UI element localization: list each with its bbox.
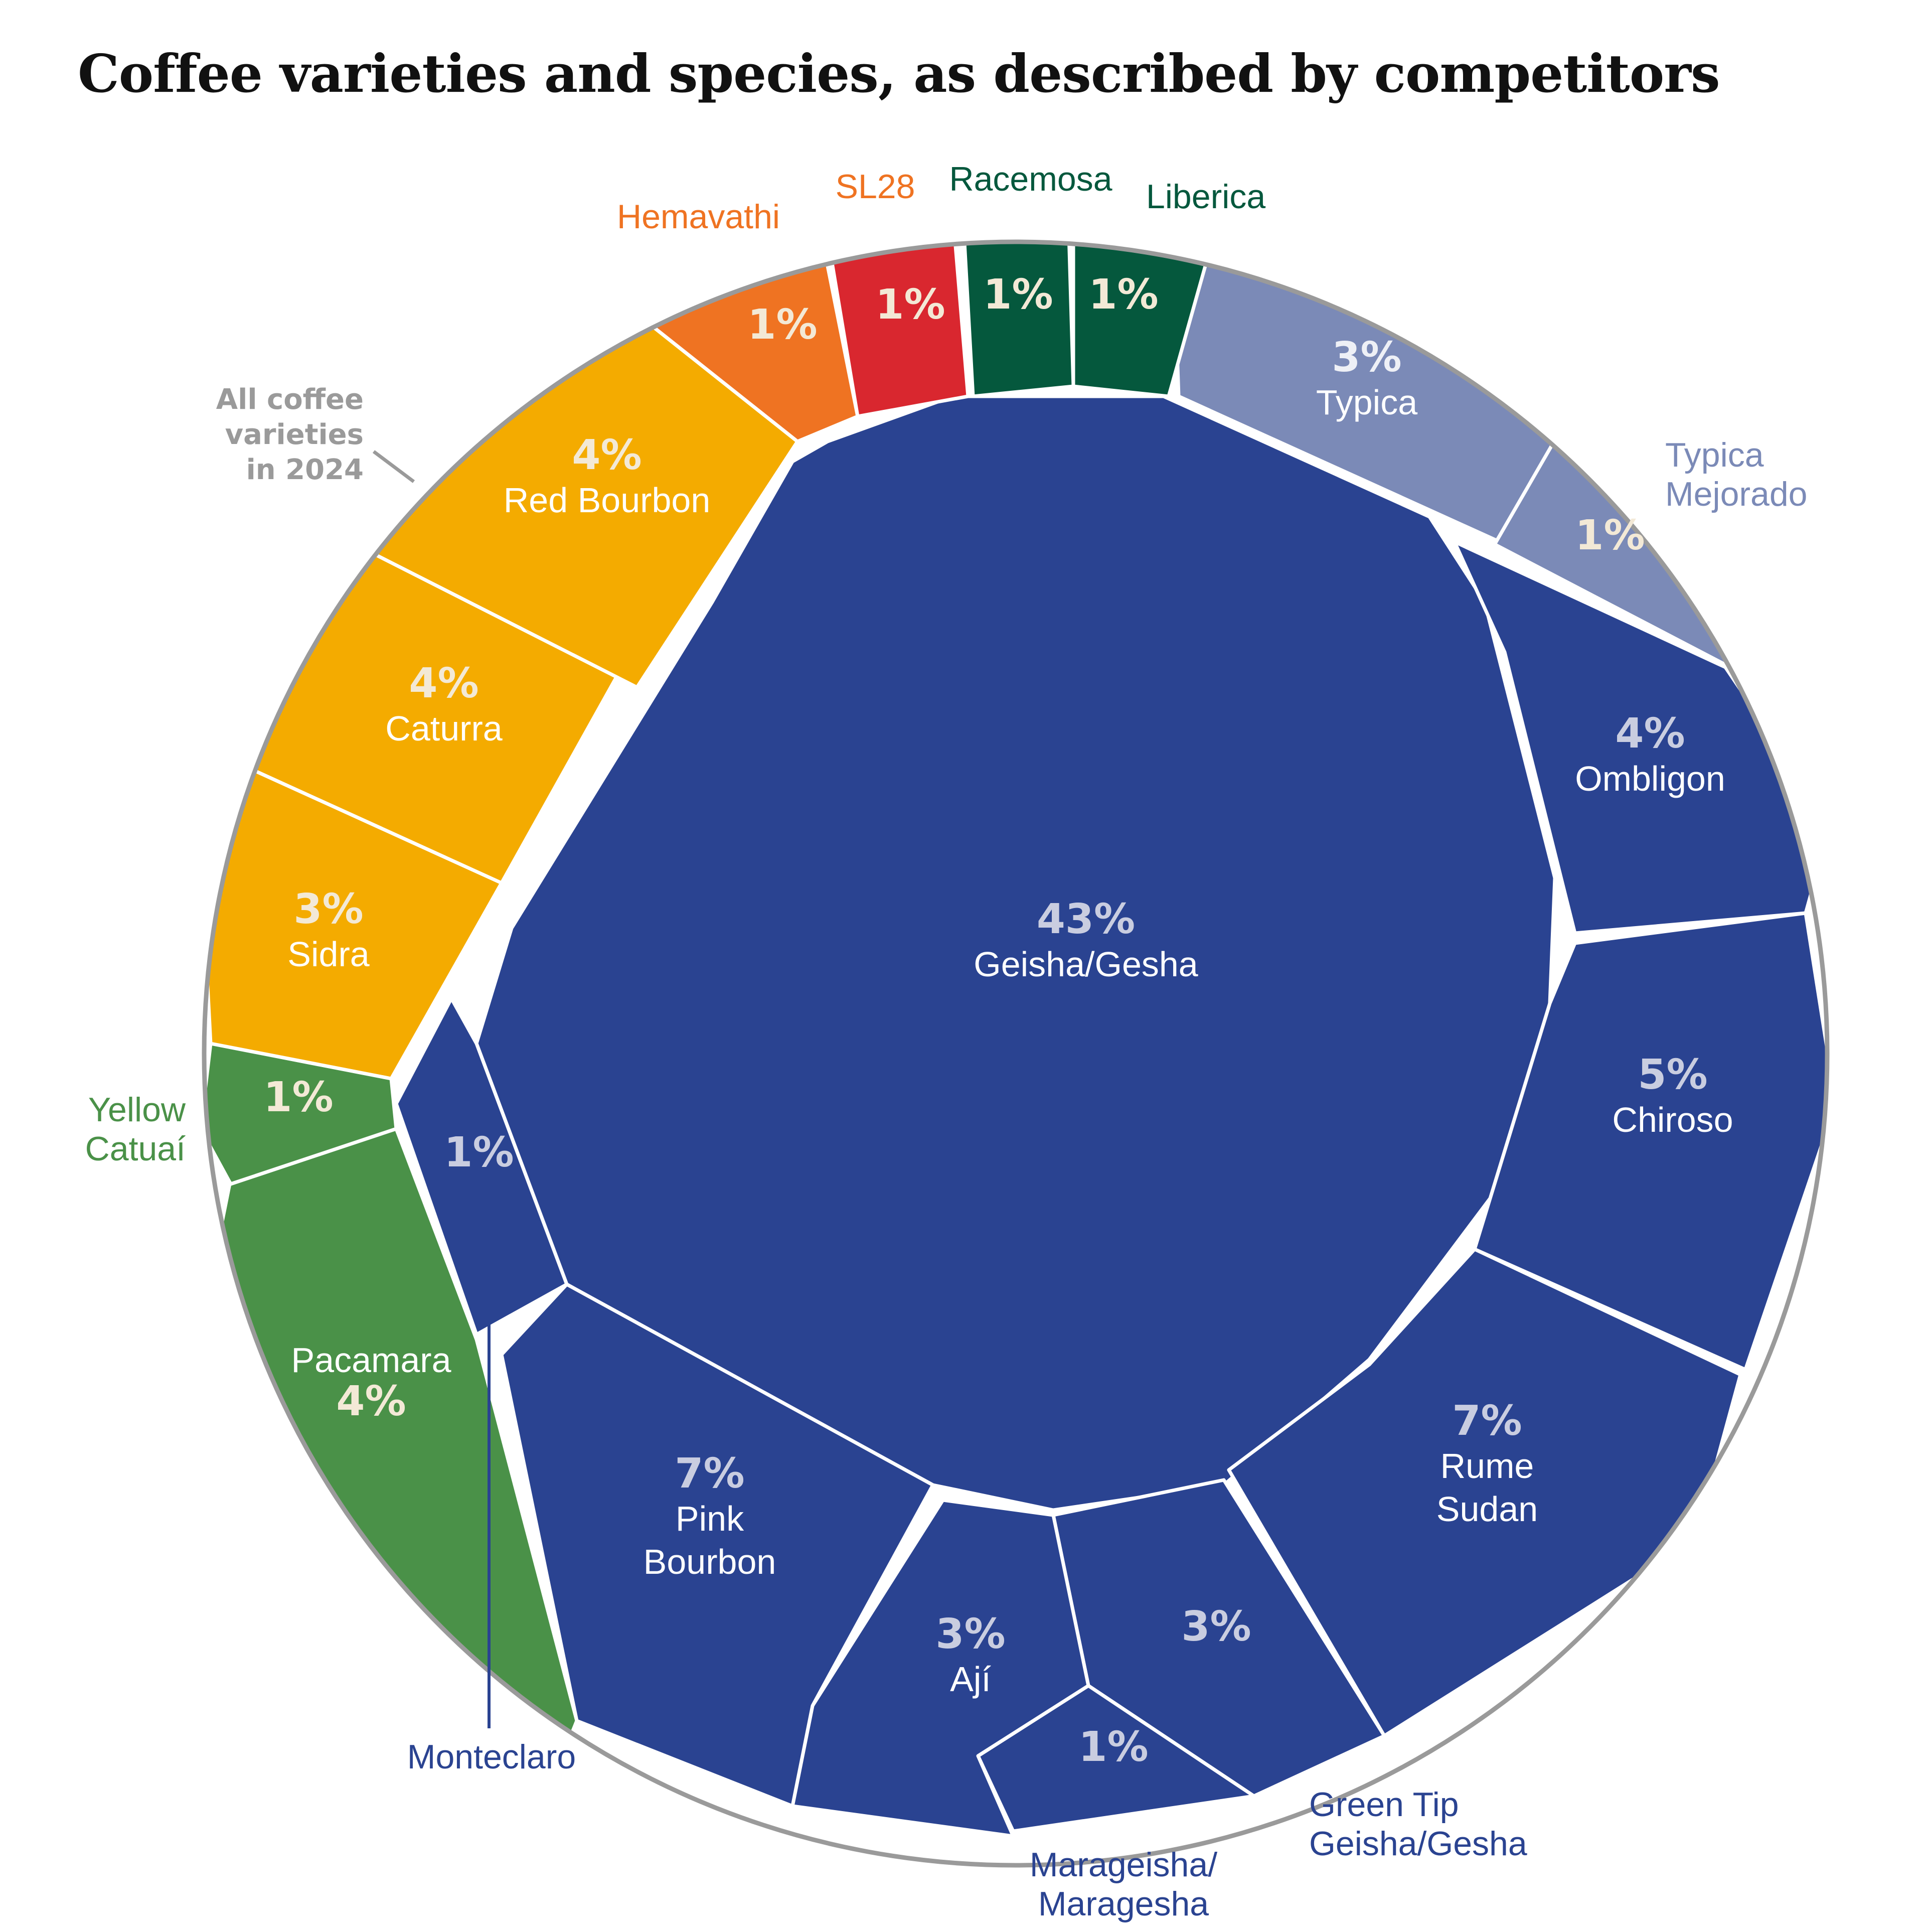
cell-pct-monteclaro: 1% — [444, 1129, 514, 1176]
annotation-all-varieties: in 2024 — [246, 454, 364, 486]
annotation-leader-line — [372, 450, 415, 483]
cell-name-rume-sudan: Rume — [1440, 1446, 1534, 1485]
cell-pct-pink-bourbon: 7% — [675, 1450, 744, 1498]
cell-pct-sl28: 1% — [875, 281, 945, 329]
label-green-tip: Geisha/Gesha — [1309, 1825, 1527, 1863]
label-sl28: SL28 — [836, 168, 915, 206]
cell-pct-caturra: 4% — [409, 660, 478, 707]
cell-pct-red-bourbon: 4% — [572, 431, 641, 479]
cell-name-sidra: Sidra — [287, 935, 369, 974]
annotation-all-varieties: All coffee — [216, 383, 364, 416]
chart-title: Coffee varieties and species, as describ… — [78, 43, 1720, 104]
cell-name-pacamara: Pacamara — [291, 1341, 451, 1380]
cell-pct-liberica: 1% — [1088, 271, 1158, 319]
cell-pct-chiroso: 5% — [1638, 1051, 1707, 1099]
cell-pink-bourbon — [500, 1282, 935, 1808]
cell-name-red-bourbon: Red Bourbon — [504, 481, 711, 520]
cell-name-chiroso: Chiroso — [1612, 1100, 1733, 1139]
label-racemosa: Racemosa — [949, 160, 1112, 198]
cell-pct-pacamara: 4% — [336, 1378, 406, 1425]
annotation-all-varieties: varieties — [225, 418, 364, 451]
cell-pct-hemavathi: 1% — [747, 301, 817, 349]
cell-name-caturra: Caturra — [385, 709, 502, 748]
cell-name-typica: Typica — [1316, 383, 1417, 422]
outer-ring — [202, 239, 1830, 1868]
cell-name-aji: Ají — [950, 1660, 991, 1699]
cell-name-geisha-gesha: Geisha/Gesha — [974, 945, 1198, 984]
cell-name-ombligon: Ombligon — [1575, 759, 1725, 798]
cell-liberica — [1071, 243, 1216, 398]
label-marageisha: Maragesha — [1038, 1885, 1209, 1923]
label-typica-mejorado: Typica — [1665, 436, 1764, 474]
label-yellow-catuai: Yellow — [88, 1091, 186, 1129]
cell-pct-geisha-gesha: 43% — [1037, 896, 1135, 943]
label-hemavathi: Hemavathi — [617, 198, 780, 236]
cell-pct-typica: 3% — [1332, 334, 1401, 381]
cell-pct-aji: 3% — [935, 1610, 1005, 1658]
cell-chiroso — [1473, 911, 1826, 1372]
label-liberica: Liberica — [1146, 178, 1265, 216]
cell-pct-sidra: 3% — [293, 885, 363, 933]
cell-pct-yellow-catuai: 1% — [263, 1074, 333, 1121]
cell-name-pink-bourbon: Bourbon — [644, 1542, 776, 1581]
label-yellow-catuai: Catuaí — [85, 1130, 186, 1168]
cell-pct-rume-sudan: 7% — [1452, 1397, 1522, 1445]
cell-name-pink-bourbon: Pink — [676, 1499, 744, 1538]
cell-monteclaro — [394, 996, 569, 1336]
label-marageisha: Marageisha/ — [1030, 1846, 1217, 1884]
cell-name-rume-sudan: Sudan — [1436, 1490, 1538, 1529]
cell-pct-ombligon: 4% — [1615, 710, 1685, 758]
cell-pct-racemosa: 1% — [983, 271, 1053, 319]
label-green-tip: Green Tip — [1309, 1786, 1459, 1824]
label-monteclaro: Monteclaro — [407, 1738, 576, 1776]
cell-pct-marageisha-maragesha: 1% — [1078, 1723, 1148, 1771]
cell-sl28 — [826, 243, 970, 418]
cell-pct-typica-mejorado: 1% — [1575, 512, 1645, 559]
label-typica-mejorado: Mejorado — [1665, 475, 1808, 513]
cell-pct-green-tip-geisha-gesha: 3% — [1181, 1603, 1251, 1651]
